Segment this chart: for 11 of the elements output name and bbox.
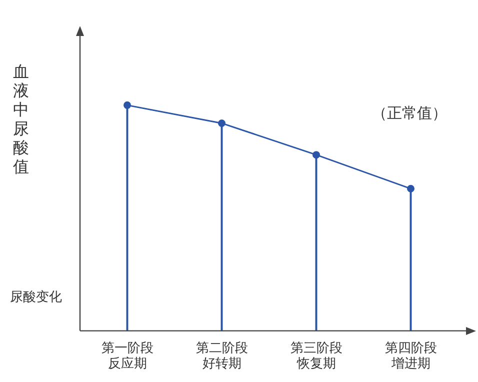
point — [124, 101, 131, 109]
x-tick-label: 第一阶段反应期 — [101, 340, 154, 372]
point — [218, 119, 226, 127]
point — [312, 151, 320, 159]
point — [407, 184, 414, 192]
x-tick-label: 第三阶段恢复期 — [290, 340, 342, 372]
x-axis-title: 尿酸变化 — [10, 289, 62, 306]
annotation: （正常值） — [372, 104, 447, 123]
y-axis-title: 血液中尿酸值 — [13, 62, 30, 176]
x-tick-label: 第二阶段好转期 — [196, 340, 248, 372]
x-tick-label: 第四阶段增进期 — [384, 340, 437, 372]
